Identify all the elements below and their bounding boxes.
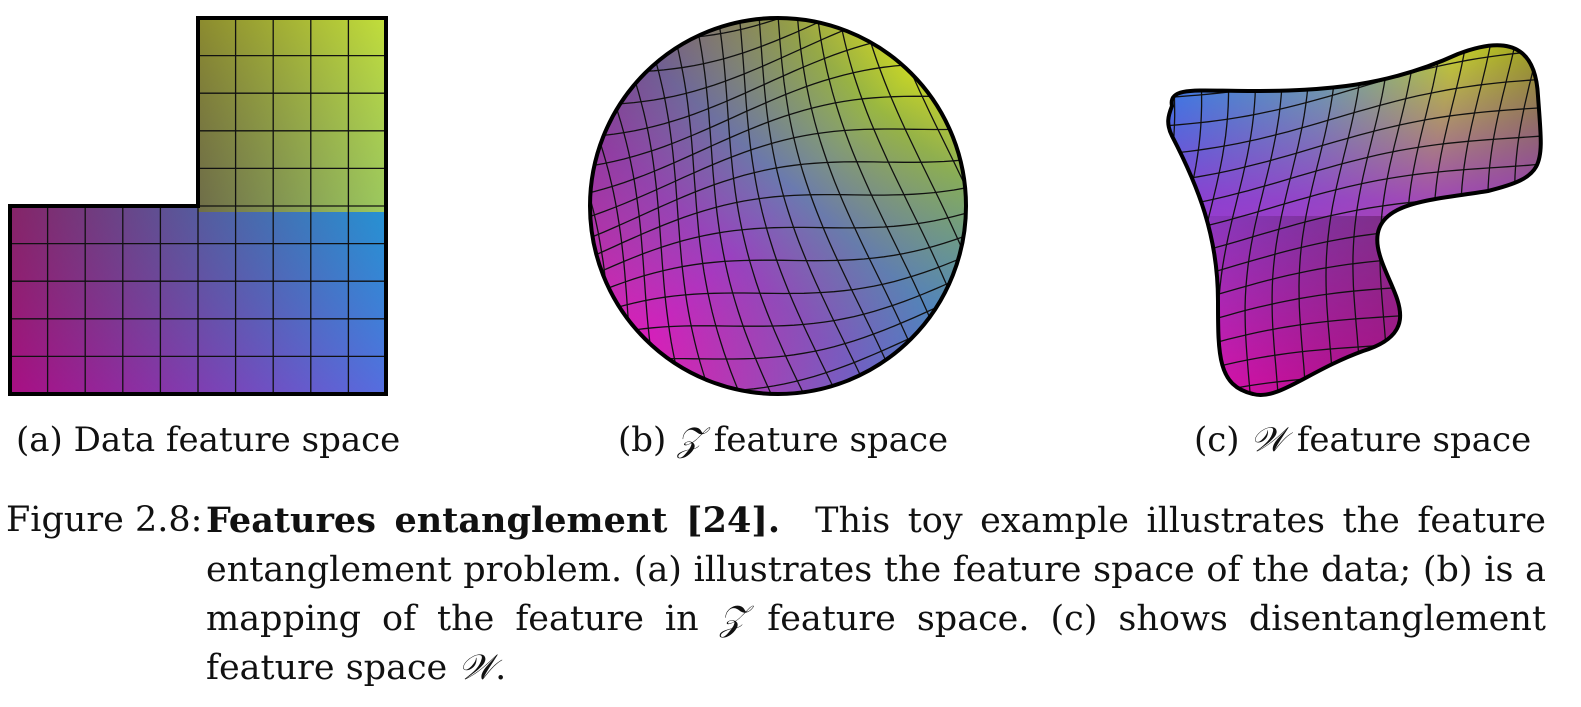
grid-line bbox=[590, 95, 966, 195]
w-feature-space-plot bbox=[1166, 43, 1543, 398]
z-symbol: 𝒵 bbox=[677, 420, 703, 460]
grid-line bbox=[1168, 49, 1541, 128]
caption-a: (a) Data feature space bbox=[16, 418, 400, 462]
figure-caption: Features entanglement [24]. This toy exa… bbox=[206, 496, 1546, 693]
data-feature-space-plot bbox=[8, 16, 388, 396]
caption-c-text: feature space bbox=[1296, 420, 1532, 460]
grid-line bbox=[590, 127, 966, 220]
grid-line bbox=[1168, 77, 1541, 156]
grid-line bbox=[693, 18, 781, 394]
caption-c-label: (c) bbox=[1194, 420, 1240, 460]
grid-line bbox=[590, 18, 598, 394]
caption-a-text: Data feature space bbox=[73, 420, 401, 460]
figure-label: Figure 2.8: bbox=[6, 500, 203, 540]
grid-line bbox=[590, 156, 966, 241]
w-symbol: 𝒲 bbox=[1250, 420, 1287, 460]
grid-line bbox=[1271, 45, 1311, 396]
grid-line bbox=[861, 18, 966, 394]
grid-line bbox=[1561, 36, 1581, 406]
grid-line bbox=[758, 18, 878, 394]
grid-line bbox=[1168, 45, 1176, 396]
grid-line bbox=[1168, 134, 1541, 211]
grid-line bbox=[667, 18, 749, 394]
grid-line bbox=[638, 18, 718, 394]
figure-text-3: . bbox=[495, 648, 507, 688]
grid-line bbox=[1168, 161, 1541, 237]
grid-line bbox=[837, 18, 966, 394]
grid-line bbox=[584, 0, 984, 7]
caption-b-text: feature space bbox=[713, 420, 949, 460]
grid-line bbox=[590, 206, 966, 280]
grid-line bbox=[1352, 45, 1391, 396]
figure-w-symbol: 𝒲 bbox=[458, 648, 496, 688]
figure-text-2: feature space. (c) shows disentanglement… bbox=[206, 599, 1546, 688]
grid-line bbox=[1158, 0, 1558, 42]
grid-line bbox=[1168, 105, 1541, 183]
grid-line bbox=[738, 18, 846, 394]
grid-line bbox=[1244, 45, 1284, 396]
grid-line bbox=[1536, 45, 1541, 396]
grid-line bbox=[716, 18, 814, 394]
grid-line bbox=[1298, 45, 1338, 396]
figure-title: Features entanglement [24]. bbox=[206, 500, 781, 541]
grid-line bbox=[1325, 45, 1364, 396]
grid-line bbox=[590, 18, 966, 73]
figure-z-symbol: 𝒵 bbox=[719, 599, 747, 639]
grid-line bbox=[590, 266, 966, 342]
grid-line bbox=[590, 247, 966, 320]
z-feature-space-plot bbox=[588, 16, 968, 396]
caption-a-label: (a) bbox=[16, 420, 63, 460]
grid-line bbox=[590, 228, 966, 299]
grid-line bbox=[590, 183, 966, 261]
caption-b-label: (b) bbox=[618, 420, 667, 460]
figure-text-1: This toy example illustrates the feature… bbox=[206, 501, 1546, 639]
caption-b: (b) 𝒵 feature space bbox=[618, 418, 948, 462]
caption-c: (c) 𝒲 feature space bbox=[1194, 418, 1531, 462]
grid-line bbox=[777, 18, 909, 394]
grid-line bbox=[590, 18, 966, 106]
grid-line bbox=[1110, 36, 1147, 406]
